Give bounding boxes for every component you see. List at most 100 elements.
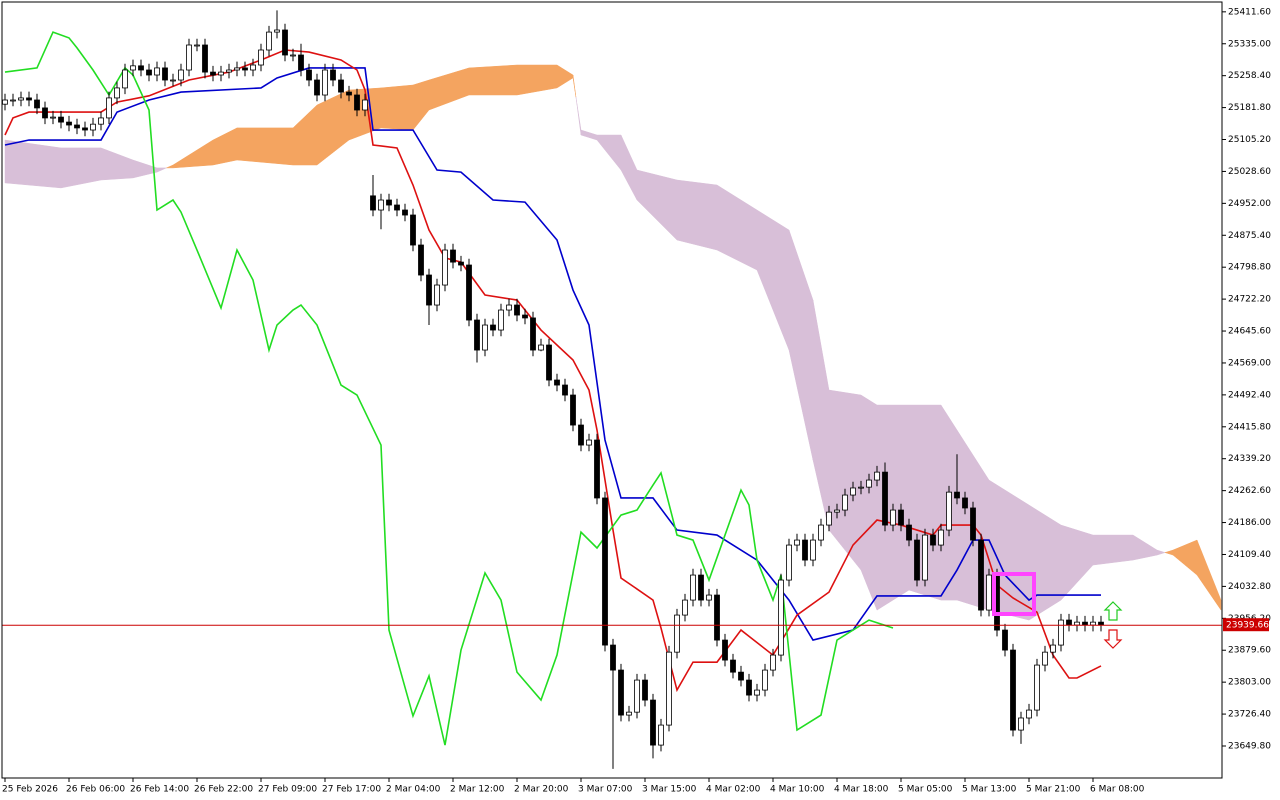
candle-body bbox=[914, 539, 920, 581]
candle-body bbox=[210, 71, 216, 76]
y-tick-label: 24492.40 bbox=[1228, 390, 1271, 400]
candle-body bbox=[754, 689, 760, 696]
candle-body bbox=[498, 309, 504, 331]
candle-body bbox=[618, 669, 624, 716]
candle-body bbox=[834, 509, 840, 513]
candle-body bbox=[146, 69, 152, 76]
y-tick-label: 25105.20 bbox=[1228, 135, 1271, 145]
x-tick-label: 27 Feb 17:00 bbox=[322, 785, 381, 795]
x-tick-label: 4 Mar 02:00 bbox=[706, 785, 761, 795]
candle-body bbox=[306, 69, 312, 81]
candle-body bbox=[474, 319, 480, 351]
candle-body bbox=[178, 69, 184, 81]
candle-body bbox=[1018, 717, 1024, 731]
candle-body bbox=[1074, 621, 1080, 626]
candle-body bbox=[578, 424, 584, 446]
candle-body bbox=[626, 711, 632, 716]
candle-body bbox=[298, 54, 304, 71]
candle-body bbox=[746, 679, 752, 696]
candle-body bbox=[426, 274, 432, 306]
candle-body bbox=[10, 99, 16, 102]
y-tick-label: 23803.00 bbox=[1228, 678, 1271, 688]
candle-body bbox=[362, 99, 368, 111]
candle-body bbox=[434, 284, 440, 306]
x-tick-label: 26 Feb 06:00 bbox=[66, 785, 125, 795]
candle-body bbox=[954, 491, 960, 499]
cloud-segment bbox=[236, 127, 294, 166]
current-price-box bbox=[1223, 618, 1269, 632]
y-tick-label: 25028.60 bbox=[1228, 167, 1271, 177]
candle-body bbox=[658, 724, 664, 746]
x-tick-label: 4 Mar 10:00 bbox=[770, 785, 825, 795]
candle-body bbox=[162, 67, 168, 81]
y-tick-label: 24109.40 bbox=[1228, 550, 1271, 560]
candle-body bbox=[370, 195, 376, 211]
candle-body bbox=[314, 79, 320, 96]
cloud-segment bbox=[468, 64, 518, 96]
y-tick-label: 25411.60 bbox=[1228, 7, 1271, 17]
y-tick-label: 24569.00 bbox=[1228, 358, 1271, 368]
candle-body bbox=[322, 69, 328, 96]
candle-body bbox=[234, 67, 240, 71]
candle-body bbox=[330, 69, 336, 81]
candle-body bbox=[442, 249, 448, 286]
candle-body bbox=[1050, 644, 1056, 653]
candle-body bbox=[170, 79, 176, 82]
candle-body bbox=[570, 394, 576, 426]
candle-body bbox=[154, 67, 160, 76]
candle-body bbox=[138, 65, 144, 71]
candle-body bbox=[610, 644, 616, 671]
candle-body bbox=[1026, 709, 1032, 719]
candle-body bbox=[826, 511, 832, 526]
candle-body bbox=[226, 69, 232, 73]
candle-body bbox=[858, 486, 864, 489]
cloud-segment bbox=[1092, 534, 1134, 566]
candle-body bbox=[674, 614, 680, 653]
down-arrow bbox=[1103, 629, 1123, 649]
candle-body bbox=[66, 121, 72, 126]
x-tick-label: 2 Mar 04:00 bbox=[386, 785, 441, 795]
candle-body bbox=[450, 249, 456, 263]
candle-body bbox=[770, 654, 776, 671]
candle-body bbox=[26, 97, 32, 101]
candle-body bbox=[546, 344, 552, 381]
candle-body bbox=[2, 99, 8, 105]
candle-body bbox=[538, 344, 544, 351]
candle-body bbox=[634, 679, 640, 713]
candle-body bbox=[250, 64, 256, 71]
candle-body bbox=[906, 524, 912, 541]
candle-body bbox=[514, 304, 520, 316]
x-tick-label: 25 Feb 2026 bbox=[2, 785, 58, 795]
candle-body bbox=[714, 594, 720, 641]
plot-frame bbox=[1, 1, 1223, 779]
y-tick-label: 24415.80 bbox=[1228, 422, 1271, 432]
candle-body bbox=[866, 479, 872, 488]
x-tick-label: 26 Feb 14:00 bbox=[130, 785, 189, 795]
x-tick-label: 3 Mar 07:00 bbox=[578, 785, 633, 795]
candle-body bbox=[274, 29, 280, 33]
candle-body bbox=[506, 304, 512, 311]
candle-body bbox=[602, 497, 608, 646]
candle-body bbox=[378, 199, 384, 211]
candle-body bbox=[962, 497, 968, 509]
candle-body bbox=[730, 659, 736, 673]
plot bbox=[2, 10, 1222, 769]
candle-body bbox=[1098, 621, 1104, 626]
candle-body bbox=[194, 44, 200, 47]
candle-body bbox=[1034, 664, 1040, 711]
x-tick-label: 5 Mar 05:00 bbox=[898, 785, 953, 795]
y-tick-label: 24952.00 bbox=[1228, 199, 1271, 209]
candle-body bbox=[986, 574, 992, 611]
candle-body bbox=[266, 31, 272, 51]
y-tick-label: 25335.00 bbox=[1228, 39, 1271, 49]
y-tick-label: 23726.40 bbox=[1228, 710, 1271, 720]
candle-body bbox=[1058, 619, 1064, 646]
candle-body bbox=[186, 44, 192, 71]
candle-body bbox=[1010, 649, 1016, 731]
candle-body bbox=[490, 324, 496, 331]
x-tick-label: 6 Mar 08:00 bbox=[1090, 785, 1145, 795]
y-tick-label: 23649.80 bbox=[1228, 741, 1271, 751]
candle-body bbox=[738, 671, 744, 681]
y-tick-label: 24339.20 bbox=[1228, 454, 1271, 464]
